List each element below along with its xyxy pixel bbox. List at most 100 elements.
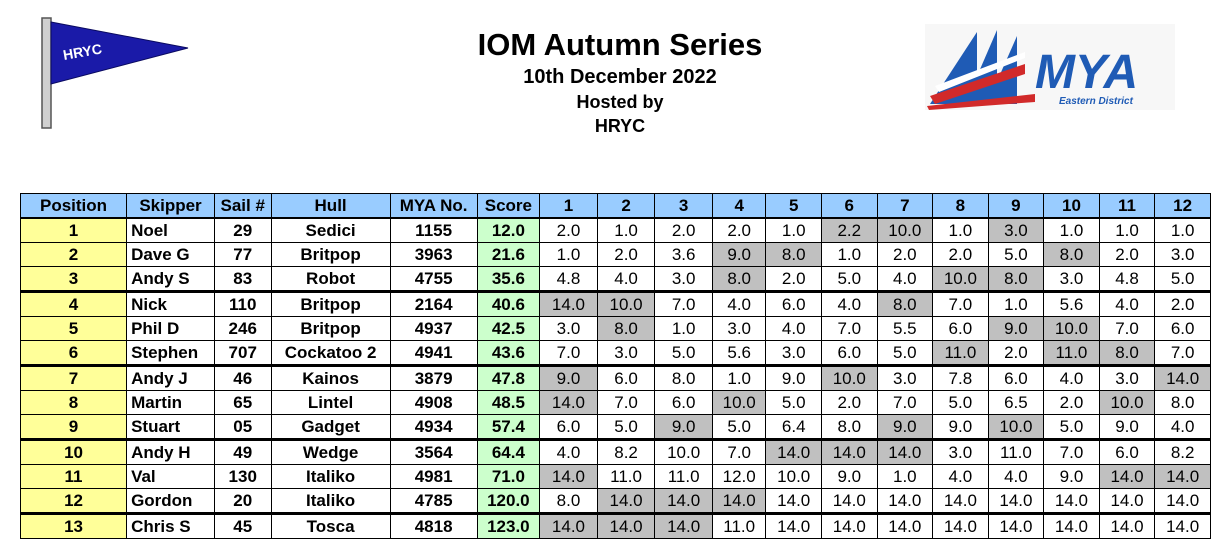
race-result-cell: 14.0 bbox=[821, 438, 878, 465]
table-row: 10 Andy H 49 Wedge 3564 64.4 4.0 8.2 10.0 7.0 14.0… bbox=[19, 438, 1211, 465]
race-result-cell: 8.0 bbox=[765, 242, 822, 267]
mya-number-cell: 4755 bbox=[389, 266, 478, 292]
race-result-cell: 10.0 bbox=[596, 290, 656, 317]
race-result-cell: 6.0 bbox=[1098, 438, 1156, 465]
table-header-row: Position Skipper Sail # Hull MYA No. Score 1 2 3… bbox=[19, 193, 1211, 219]
column-header: Skipper bbox=[126, 193, 215, 219]
table-row: 2 Dave G 77 Britpop 3963 21.6 1.0 2.0 3.6 9.0 8.0 1… bbox=[19, 242, 1211, 267]
race-result-cell: 2.0 bbox=[821, 390, 878, 415]
race-result-cell: 1.0 bbox=[1043, 217, 1100, 243]
race-result-cell: 5.0 bbox=[1043, 414, 1100, 440]
race-result-cell: 8.0 bbox=[821, 414, 878, 440]
column-header: Position bbox=[19, 193, 128, 219]
skipper-cell: Val bbox=[126, 464, 215, 489]
score-cell: 21.6 bbox=[476, 242, 541, 267]
position-cell: 6 bbox=[19, 340, 128, 366]
mya-number-cell: 4937 bbox=[389, 316, 478, 341]
mya-number-cell: 3564 bbox=[389, 438, 478, 465]
position-cell: 4 bbox=[19, 290, 128, 317]
race-result-cell: 14.0 bbox=[987, 512, 1045, 539]
race-result-cell: 12.0 bbox=[711, 464, 767, 489]
race-result-cell: 14.0 bbox=[1154, 512, 1211, 539]
race-result-cell: 4.0 bbox=[1098, 290, 1156, 317]
sail-number-cell: 77 bbox=[213, 242, 272, 267]
race-result-cell: 4.8 bbox=[1098, 266, 1156, 292]
score-cell: 12.0 bbox=[476, 217, 541, 243]
race-result-cell: 5.0 bbox=[654, 340, 713, 366]
sail-number-cell: 110 bbox=[213, 290, 272, 317]
race-result-cell: 14.0 bbox=[596, 488, 656, 514]
hull-cell: Robot bbox=[270, 266, 391, 292]
race-result-cell: 4.0 bbox=[821, 290, 878, 317]
column-header: 3 bbox=[654, 193, 713, 219]
column-header: 12 bbox=[1154, 193, 1211, 219]
race-result-cell: 8.0 bbox=[1098, 340, 1156, 366]
skipper-cell: Andy J bbox=[126, 364, 215, 391]
event-date: 10th December 2022 bbox=[523, 66, 717, 88]
table-row: 3 Andy S 83 Robot 4755 35.6 4.8 4.0 3.0 8.0 2.0 5.0… bbox=[19, 266, 1211, 292]
race-result-cell: 2.0 bbox=[1043, 390, 1100, 415]
page-title: IOM Autumn Series bbox=[477, 27, 763, 62]
race-result-cell: 9.0 bbox=[1043, 464, 1100, 489]
score-cell: 57.4 bbox=[476, 414, 541, 440]
skipper-cell: Gordon bbox=[126, 488, 215, 514]
column-header: Hull bbox=[270, 193, 391, 219]
race-result-cell: 7.0 bbox=[711, 438, 767, 465]
race-result-cell: 9.0 bbox=[765, 364, 822, 391]
race-result-cell: 7.0 bbox=[1043, 438, 1100, 465]
sail-number-cell: 46 bbox=[213, 364, 272, 391]
race-result-cell: 1.0 bbox=[987, 290, 1045, 317]
skipper-cell: Nick bbox=[126, 290, 215, 317]
sail-number-cell: 83 bbox=[213, 266, 272, 292]
race-result-cell: 14.0 bbox=[932, 488, 989, 514]
race-result-cell: 14.0 bbox=[876, 488, 934, 514]
mya-number-cell: 3879 bbox=[389, 364, 478, 391]
race-result-cell: 4.8 bbox=[539, 266, 598, 292]
race-result-cell: 3.0 bbox=[876, 364, 934, 391]
race-result-cell: 1.0 bbox=[711, 364, 767, 391]
skipper-cell: Stephen bbox=[126, 340, 215, 366]
race-result-cell: 14.0 bbox=[654, 488, 713, 514]
race-result-cell: 4.0 bbox=[1154, 414, 1211, 440]
race-result-cell: 4.0 bbox=[765, 316, 822, 341]
position-cell: 3 bbox=[19, 266, 128, 292]
race-result-cell: 5.0 bbox=[1154, 266, 1211, 292]
hull-cell: Lintel bbox=[270, 390, 391, 415]
race-result-cell: 6.0 bbox=[932, 316, 989, 341]
score-cell: 64.4 bbox=[476, 438, 541, 465]
race-result-cell: 3.0 bbox=[596, 340, 656, 366]
table-row: 5 Phil D 246 Britpop 4937 42.5 3.0 8.0 1.0 3.0 4.0… bbox=[19, 316, 1211, 341]
race-result-cell: 2.0 bbox=[1098, 242, 1156, 267]
race-result-cell: 6.0 bbox=[821, 340, 878, 366]
race-result-cell: 8.0 bbox=[987, 266, 1045, 292]
host-name: HRYC bbox=[594, 116, 646, 136]
race-result-cell: 3.0 bbox=[711, 316, 767, 341]
race-result-cell: 14.0 bbox=[987, 488, 1045, 514]
hull-cell: Britpop bbox=[270, 242, 391, 267]
skipper-cell: Andy S bbox=[126, 266, 215, 292]
race-result-cell: 3.0 bbox=[765, 340, 822, 366]
column-header: 9 bbox=[987, 193, 1045, 219]
sail-number-cell: 05 bbox=[213, 414, 272, 440]
race-result-cell: 1.0 bbox=[654, 316, 713, 341]
race-result-cell: 5.0 bbox=[765, 390, 822, 415]
race-result-cell: 14.0 bbox=[654, 512, 713, 539]
mya-number-cell: 4908 bbox=[389, 390, 478, 415]
race-result-cell: 11.0 bbox=[932, 340, 989, 366]
hull-cell: Britpop bbox=[270, 290, 391, 317]
race-result-cell: 1.0 bbox=[821, 242, 878, 267]
position-cell: 11 bbox=[19, 464, 128, 489]
race-result-cell: 7.8 bbox=[932, 364, 989, 391]
race-result-cell: 6.0 bbox=[765, 290, 822, 317]
column-header: 6 bbox=[821, 193, 878, 219]
race-result-cell: 9.0 bbox=[987, 316, 1045, 341]
page-header: IOM Autumn Series 10th December 2022 Hos… bbox=[380, 28, 860, 138]
race-result-cell: 2.0 bbox=[1154, 290, 1211, 317]
race-result-cell: 1.0 bbox=[765, 217, 822, 243]
race-result-cell: 9.0 bbox=[1098, 414, 1156, 440]
race-result-cell: 3.0 bbox=[932, 438, 989, 465]
race-result-cell: 1.0 bbox=[932, 217, 989, 243]
race-result-cell: 6.0 bbox=[987, 364, 1045, 391]
race-result-cell: 4.0 bbox=[987, 464, 1045, 489]
race-result-cell: 7.0 bbox=[596, 390, 656, 415]
